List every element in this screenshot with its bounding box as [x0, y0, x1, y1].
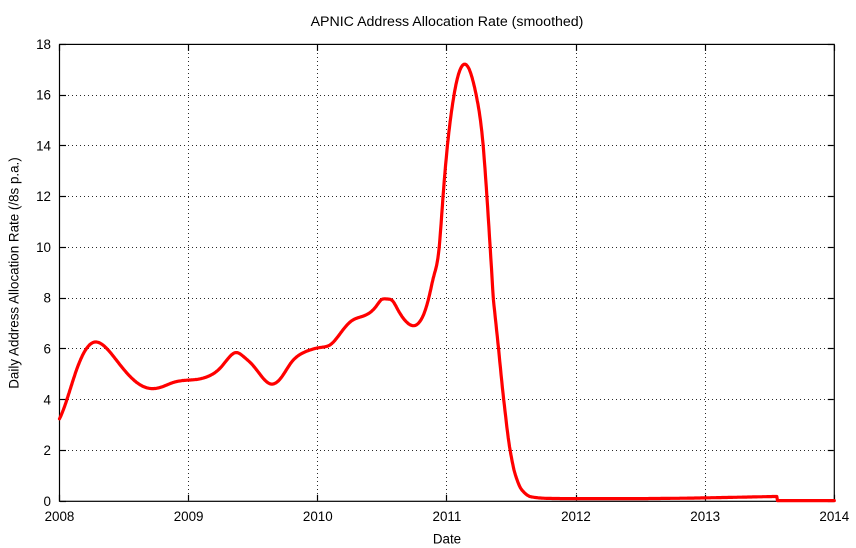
svg-text:2014: 2014 — [819, 509, 849, 524]
svg-text:2012: 2012 — [561, 509, 591, 524]
svg-text:12: 12 — [36, 189, 51, 204]
svg-text:2009: 2009 — [174, 509, 204, 524]
svg-text:2011: 2011 — [433, 509, 462, 524]
svg-text:4: 4 — [44, 392, 52, 407]
svg-text:Date: Date — [433, 532, 461, 547]
svg-text:14: 14 — [36, 138, 51, 153]
svg-text:10: 10 — [36, 240, 51, 255]
svg-text:2013: 2013 — [690, 509, 720, 524]
svg-text:16: 16 — [36, 88, 51, 103]
svg-text:0: 0 — [44, 494, 51, 509]
svg-text:18: 18 — [36, 37, 51, 52]
svg-text:6: 6 — [44, 342, 51, 357]
svg-text:2008: 2008 — [45, 509, 75, 524]
svg-text:APNIC Address Allocation Rate: APNIC Address Allocation Rate (smoothed) — [311, 14, 584, 30]
svg-text:2: 2 — [44, 443, 51, 458]
svg-text:2010: 2010 — [303, 509, 333, 524]
svg-text:8: 8 — [44, 291, 51, 306]
svg-text:Daily Address Allocation Rate: Daily Address Allocation Rate (/8s p.a.) — [7, 157, 22, 388]
